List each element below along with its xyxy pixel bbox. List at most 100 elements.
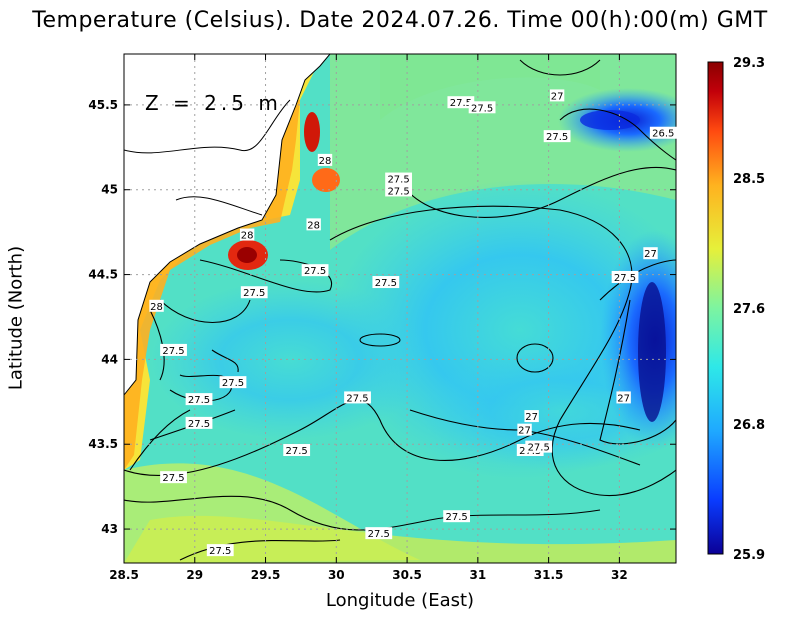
contour-label-bg [524, 410, 539, 423]
contour-label-bg [525, 440, 553, 453]
contour-label: 27.5 [222, 378, 244, 389]
colorbar-tick-label: 27.6 [733, 302, 765, 317]
colorbar-tick-label: 28.5 [733, 172, 765, 187]
contour-label-bg [240, 286, 268, 299]
contour-label: 27.5 [445, 512, 467, 523]
x-tick-label: 29.5 [251, 568, 281, 582]
contour-label-bg [616, 391, 631, 404]
contour-label: 27.5 [243, 288, 265, 299]
x-tick-label: 32 [611, 568, 628, 582]
contour-label: 27.5 [528, 443, 550, 454]
contour-label: 27.5 [614, 273, 636, 284]
contour-label: 27.5 [304, 266, 326, 277]
contour-label: 28 [150, 302, 163, 313]
contour-label-bg [447, 96, 475, 109]
contour-label-bg [149, 299, 164, 312]
x-tick-label: 28.5 [109, 568, 139, 582]
contour-lines [124, 59, 676, 561]
ne-cold-core [580, 110, 640, 130]
contour-label-bg [385, 184, 412, 197]
y-tick-label: 44 [101, 352, 118, 366]
x-tick-label: 30.5 [392, 568, 422, 582]
hot-spot-2 [304, 112, 320, 152]
contour-label-bg [468, 101, 496, 114]
contour-label-bg [160, 343, 187, 356]
west-gyre [150, 280, 430, 440]
colorbar-tick-label: 25.9 [733, 548, 765, 563]
contour-label: 27.5 [368, 529, 390, 540]
y-tick-label: 45.5 [88, 98, 118, 112]
contour-label: 27 [525, 412, 538, 423]
contour-label-bg [611, 270, 639, 283]
contour-label-bg [543, 130, 571, 143]
x-axis-ticks: 28.5 29 29.5 30 30.5 31 31.5 32 [109, 54, 628, 582]
contour-label: 27.5 [387, 175, 409, 186]
contour-labels: 27.527.52726.527.52827.527.528282727.527… [149, 89, 677, 557]
border-line-1 [124, 99, 291, 154]
contour-label-bg [317, 153, 333, 166]
y-axis-ticks: 43 43.5 44 44.5 45 45.5 [88, 98, 676, 536]
contour-label: 27.5 [209, 546, 231, 557]
contour-label-bg [219, 376, 247, 389]
contour-label-bg [160, 471, 187, 484]
y-axis-label: Latitude (North) [5, 245, 27, 391]
contour-label: 27 [518, 426, 531, 437]
map-title: Temperature (Celsius). Date 2024.07.26. … [32, 8, 768, 33]
contour-label: 28 [307, 220, 320, 231]
warm-band-ne [380, 54, 600, 120]
contour-label: 27.5 [162, 346, 184, 357]
x-tick-label: 31 [469, 568, 486, 582]
contour-label: 27.5 [546, 132, 568, 143]
colorbar-ticks: 29.3 28.5 27.6 26.8 25.9 [733, 56, 765, 563]
plot-frame [123, 53, 677, 564]
contour-label-bg [306, 218, 321, 231]
contour-label-bg [372, 276, 400, 289]
contour-label-bg [185, 416, 213, 429]
x-axis-label: Longitude (East) [325, 590, 475, 611]
contour-label: 27.5 [162, 473, 184, 484]
contour-label: 28 [319, 156, 332, 167]
contour-label-bg [283, 444, 311, 457]
depth-label: Z = 2.5 m [145, 91, 282, 115]
contour-label-bg [301, 264, 329, 277]
x-tick-label: 30 [328, 568, 345, 582]
contour-label: 27.5 [286, 446, 308, 457]
contour-label: 27.5 [471, 103, 493, 114]
contour-label: 27.5 [375, 278, 397, 289]
contour-label: 27.5 [450, 98, 472, 109]
contour-label: 28 [241, 231, 254, 242]
contour-label-bg [206, 544, 234, 557]
contour-label-bg [185, 393, 213, 406]
contour-label-bg [443, 510, 471, 523]
contour-label-bg [385, 172, 412, 185]
colorbar-tick-label: 29.3 [733, 56, 765, 71]
y-tick-label: 45 [101, 183, 118, 197]
contour-label: 27.5 [346, 393, 368, 404]
colorbar-tick-label: 26.8 [733, 418, 765, 433]
x-tick-label: 29 [186, 568, 203, 582]
contour-label: 27 [644, 249, 657, 260]
warm-band-bottom [124, 515, 676, 563]
contour-label-bg [643, 247, 658, 260]
contour-label: 27.5 [188, 395, 210, 406]
hot-spot-3 [312, 168, 340, 192]
coastline [124, 54, 331, 396]
y-tick-label: 44.5 [88, 268, 118, 282]
hot-spot-1-core [237, 247, 257, 263]
contour-label-bg [549, 89, 565, 102]
land-mass [124, 54, 330, 395]
contour-label-bg [517, 423, 532, 436]
contour-label-bg [344, 391, 371, 404]
contour-label-bg [649, 126, 677, 139]
contour-label: 27 [551, 91, 564, 102]
colorbar [707, 61, 724, 555]
contour-label-bg [365, 527, 393, 540]
contour-label: 27.5 [188, 419, 210, 430]
temperature-field [124, 54, 676, 563]
x-tick-label: 31.5 [534, 568, 564, 582]
contour-label: 26.5 [652, 129, 674, 140]
cold-core [638, 282, 666, 422]
contour-label: 27.5 [387, 186, 409, 197]
y-tick-label: 43.5 [88, 437, 118, 451]
